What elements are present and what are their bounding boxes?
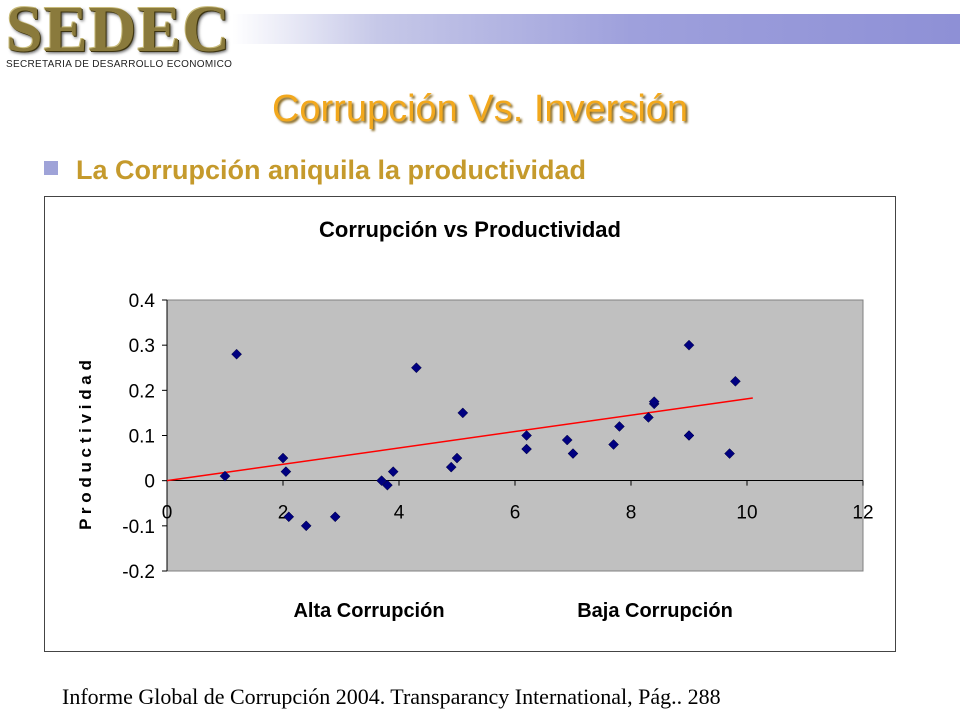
slide-title: Corrupción Vs. Inversión: [271, 88, 689, 130]
data-point: [300, 520, 312, 532]
y-tick-label: 0: [144, 472, 155, 493]
data-point: [648, 396, 660, 407]
data-point: [382, 479, 393, 491]
x-tick-label: 2: [278, 503, 289, 524]
y-tick-label: 0.4: [129, 291, 156, 312]
logo-subtitle: SECRETARIA DE DESARROLLO ECONOMICO: [6, 59, 233, 70]
data-point: [451, 452, 463, 464]
trendline: [166, 397, 753, 482]
x-tick-label: 10: [736, 503, 757, 524]
logo-text: SEDEC: [6, 0, 232, 66]
x-axis-label-left: Alta Corrupción: [293, 600, 444, 622]
x-tick-label: 6: [510, 503, 521, 524]
y-tick-label: 0.2: [129, 381, 155, 402]
data-point: [280, 466, 292, 477]
data-point: [277, 452, 289, 464]
data-point: [567, 448, 579, 459]
bullet-square-icon: [44, 161, 58, 175]
data-point: [614, 421, 625, 432]
header-gradient-bar: [232, 14, 960, 44]
data-point: [724, 448, 735, 459]
data-point: [411, 362, 422, 374]
data-point: [231, 348, 242, 360]
x-tick-label: 4: [394, 503, 405, 524]
y-tick-label: -0.2: [122, 562, 155, 583]
data-point: [329, 511, 341, 523]
data-point: [730, 375, 741, 387]
data-point: [521, 430, 532, 441]
sedec-logo: SEDEC SECRETARIA DE DESARROLLO ECONOMICO: [4, 0, 240, 72]
chart-title: Corrupción vs Productividad: [319, 217, 621, 242]
data-point: [387, 466, 399, 477]
y-tick-label: 0.3: [129, 336, 155, 357]
y-tick-group: 0.4 0.3 0.2 0.1 0 -0.1 -0.2: [122, 291, 167, 583]
data-point: [457, 407, 469, 419]
data-point: [683, 430, 695, 441]
x-tick-group: 0 2 4 6 8 10 12: [162, 480, 874, 524]
bullet-text: La Corrupción aniquila la productividad: [76, 155, 587, 185]
data-point: [643, 412, 654, 423]
chart-container: Corrupción vs Productividad 0.4 0.3 0.2 0.1…: [44, 196, 896, 652]
x-axis-label-right: Baja Corrupción: [577, 600, 733, 622]
data-point: [608, 439, 619, 450]
y-axis-label: P r o d u c t i v i d a d: [76, 360, 95, 530]
y-tick-label: 0.1: [129, 427, 155, 448]
plot-area: [166, 299, 864, 572]
data-point: [445, 461, 457, 473]
x-tick-label: 8: [626, 503, 637, 524]
data-point: [683, 339, 695, 351]
data-points: [219, 339, 741, 532]
data-point: [561, 434, 573, 446]
scatter-chart: Corrupción vs Productividad 0.4 0.3 0.2 0.1…: [76, 217, 874, 622]
bullet-point: La Corrupción aniquila la productividad: [44, 155, 586, 186]
x-tick-label: 12: [852, 503, 873, 524]
data-point: [521, 443, 532, 455]
y-tick-label: -0.1: [122, 517, 155, 538]
data-point: [219, 470, 231, 482]
source-citation: Informe Global de Corrupción 2004. Trans…: [62, 684, 721, 709]
data-point: [283, 511, 295, 523]
